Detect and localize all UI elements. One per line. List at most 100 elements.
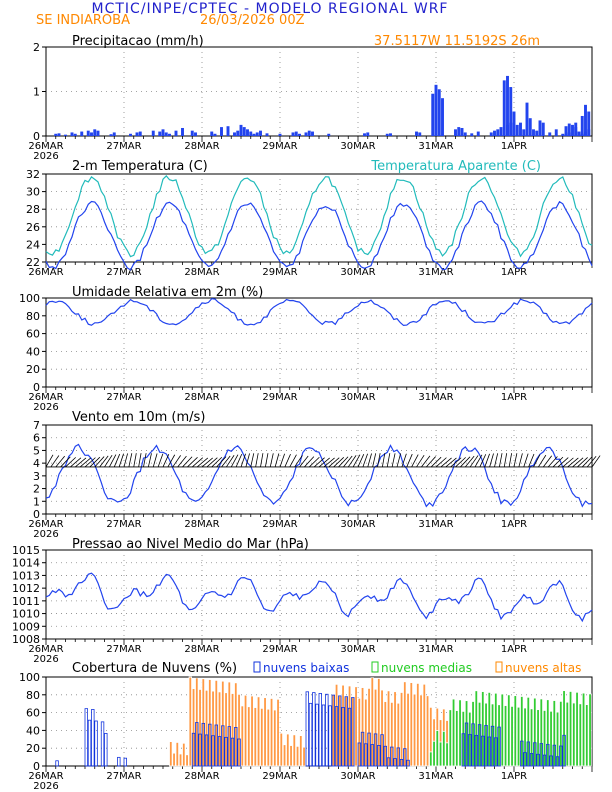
cloud-mid-bar — [442, 730, 446, 767]
cloud-high-bar — [299, 735, 303, 767]
cloud-low-bar — [230, 737, 235, 767]
cloud-xtick-label: 26MAR — [28, 771, 63, 782]
cloud-mid-bar — [445, 742, 449, 767]
rh-xtick-label: 28MAR — [184, 392, 219, 403]
wind-barb — [450, 457, 462, 468]
cloud-low-bar — [552, 744, 556, 767]
temp-series-line — [45, 175, 593, 258]
pres-ytick-label: 1012 — [12, 582, 40, 595]
cloud-high-bar — [292, 734, 296, 767]
temp-ytick-label: 32 — [26, 168, 40, 181]
precip-bar — [522, 129, 526, 136]
wind-barb — [191, 457, 204, 468]
precip-bar — [252, 133, 256, 136]
pres-xtick-label: 29MAR — [262, 644, 297, 655]
cloud-high-bar — [260, 707, 264, 767]
rh-panel: 0 20 40 60 80 100 26MAR 27MAR 28MAR 29MAR 30MAR 31M… — [19, 285, 593, 413]
wind-xtick-label: 1APR — [501, 519, 527, 530]
cloud-legend-swatch — [253, 661, 261, 673]
cloud-high-bar — [393, 691, 397, 767]
rh-year-label: 2026 — [33, 402, 58, 413]
cloud-low-bar — [237, 738, 241, 767]
cloud-xtick-label: 27MAR — [106, 771, 141, 782]
cloud-low-bar — [211, 735, 215, 767]
temp-title: 2-m Temperatura (C) — [72, 159, 208, 174]
cloud-low-bar — [536, 753, 540, 767]
precip-xtick-label: 30MAR — [340, 141, 375, 152]
precip-bar — [161, 129, 165, 136]
wind-barb — [216, 456, 227, 468]
cloud-high-bar — [240, 705, 244, 767]
cloud-high-bar — [263, 697, 267, 767]
wind-barb — [284, 453, 291, 468]
cloud-low-bar — [308, 702, 313, 767]
wind-barb — [323, 457, 335, 468]
cloud-high-bar — [182, 742, 186, 767]
wind-barb — [523, 453, 529, 468]
precip-bar — [93, 129, 97, 136]
wind-barb — [425, 456, 436, 468]
cloud-xtick-label: 29MAR — [262, 771, 297, 782]
cloud-low-bar — [341, 707, 345, 767]
cloud-low-bar — [312, 692, 316, 767]
wind-barb — [89, 456, 101, 468]
cloud-low-bar — [377, 745, 381, 767]
cloud-low-bar — [481, 735, 485, 767]
wind-barb — [74, 457, 87, 468]
precip-bar — [259, 130, 262, 136]
temp-ytick-label: 26 — [26, 221, 40, 234]
wind-barb — [177, 455, 187, 468]
wind-barb — [352, 454, 361, 468]
cloud-low-bar — [195, 722, 199, 767]
wind-barb — [240, 453, 246, 468]
rh-xtick-label: 31MAR — [418, 392, 453, 403]
precip-bar — [239, 124, 243, 136]
cloud-ytick-label: 100 — [19, 671, 40, 684]
rh-frame — [45, 297, 593, 388]
wind-barb — [542, 455, 553, 468]
rh-xtick-label: 29MAR — [262, 392, 297, 403]
wind-title: Vento em 10m (m/s) — [72, 410, 205, 425]
wind-barb — [416, 454, 425, 468]
precip-bar — [415, 131, 418, 136]
wind-ytick-label: 1 — [33, 495, 40, 508]
precip-bar — [226, 126, 230, 136]
cloud-high-bar — [250, 695, 254, 767]
wind-barb — [557, 457, 569, 468]
cloud-low-bar — [305, 691, 309, 767]
precip-bar — [112, 132, 116, 136]
cloud-mid-bar — [581, 692, 586, 767]
wind-barb — [138, 453, 142, 468]
wind-year-label: 2026 — [33, 529, 58, 540]
precip-bar — [528, 118, 532, 136]
wind-xtick-label: 28MAR — [184, 519, 219, 530]
cloud-low-bar — [351, 697, 355, 767]
pres-xtick-label: 1APR — [501, 644, 527, 655]
cloud-low-bar — [490, 725, 495, 767]
rh-xtick-label: 27MAR — [106, 392, 141, 403]
wind-barb — [572, 457, 584, 468]
precip-xtick-label: 29MAR — [262, 141, 297, 152]
precip-bar — [431, 93, 435, 136]
precip-bar — [567, 123, 571, 136]
header-title: MCTIC/INPE/CPTEC - MODELO REGIONAL WRF — [92, 1, 449, 17]
cloud-high-bar — [279, 732, 283, 767]
cloud-low-bar — [559, 745, 563, 767]
wind-barb — [304, 456, 315, 468]
header-coords: 37.5117W 11.5192S 26m — [374, 34, 540, 49]
cloud-mid-bar — [500, 693, 504, 767]
wind-barb — [99, 455, 109, 468]
wind-ytick-label: 6 — [33, 432, 40, 445]
cloud-low-bar — [399, 759, 404, 767]
cloud-high-bar — [354, 686, 358, 767]
wind-barb — [162, 454, 170, 468]
cloud-panel: 0 20 40 60 80 100 26MAR 27MAR 28MAR 29MAR 30MAR 31M… — [19, 661, 593, 792]
cloud-high-bar — [253, 707, 257, 767]
cloud-mid-bar — [503, 705, 508, 767]
precip-bar — [574, 122, 578, 136]
cloud-year-label: 2026 — [33, 781, 58, 792]
precip-bar — [476, 131, 480, 136]
wind-barb — [440, 457, 452, 468]
cloud-mid-bar — [438, 741, 443, 767]
cloud-high-bar — [409, 682, 413, 767]
